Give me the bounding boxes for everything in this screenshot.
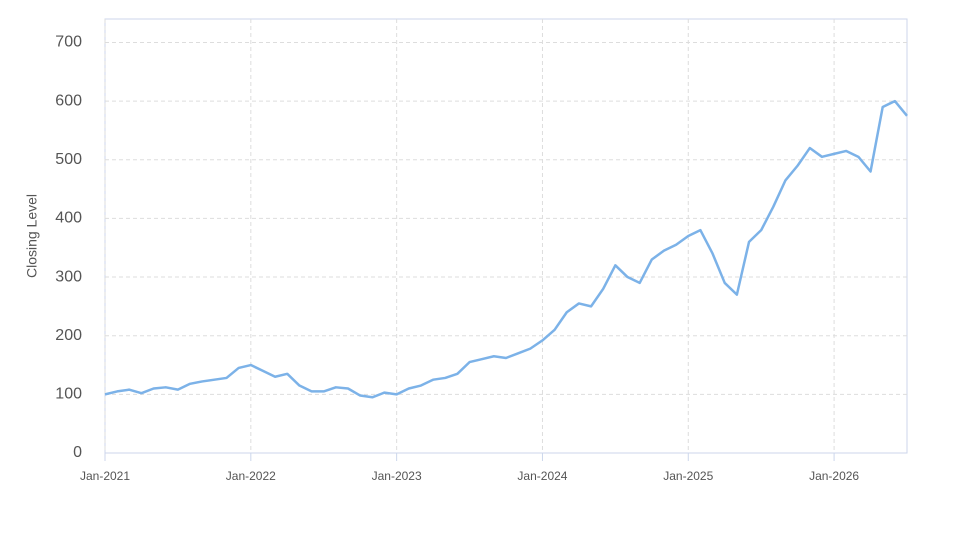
plot-frame [104,18,908,454]
y-tick-label: 100 [55,386,82,403]
y-tick-label: 200 [55,327,82,344]
y-tick-label: 700 [55,34,82,51]
x-tick-label: Jan-2021 [80,469,130,483]
x-tick-label: Jan-2026 [809,469,859,483]
y-axis-label: Closing Level [24,194,40,278]
y-tick-label: 600 [55,92,82,109]
x-tick-label: Jan-2023 [372,469,422,483]
y-tick-label: 400 [55,210,82,227]
x-tick-label: Jan-2025 [663,469,713,483]
x-tick-label: Jan-2024 [517,469,567,483]
y-tick-label: 0 [73,444,82,461]
y-tick-label: 500 [55,151,82,168]
y-tick-label: 300 [55,268,82,285]
data-line [104,99,908,399]
x-tick-label: Jan-2022 [226,469,276,483]
